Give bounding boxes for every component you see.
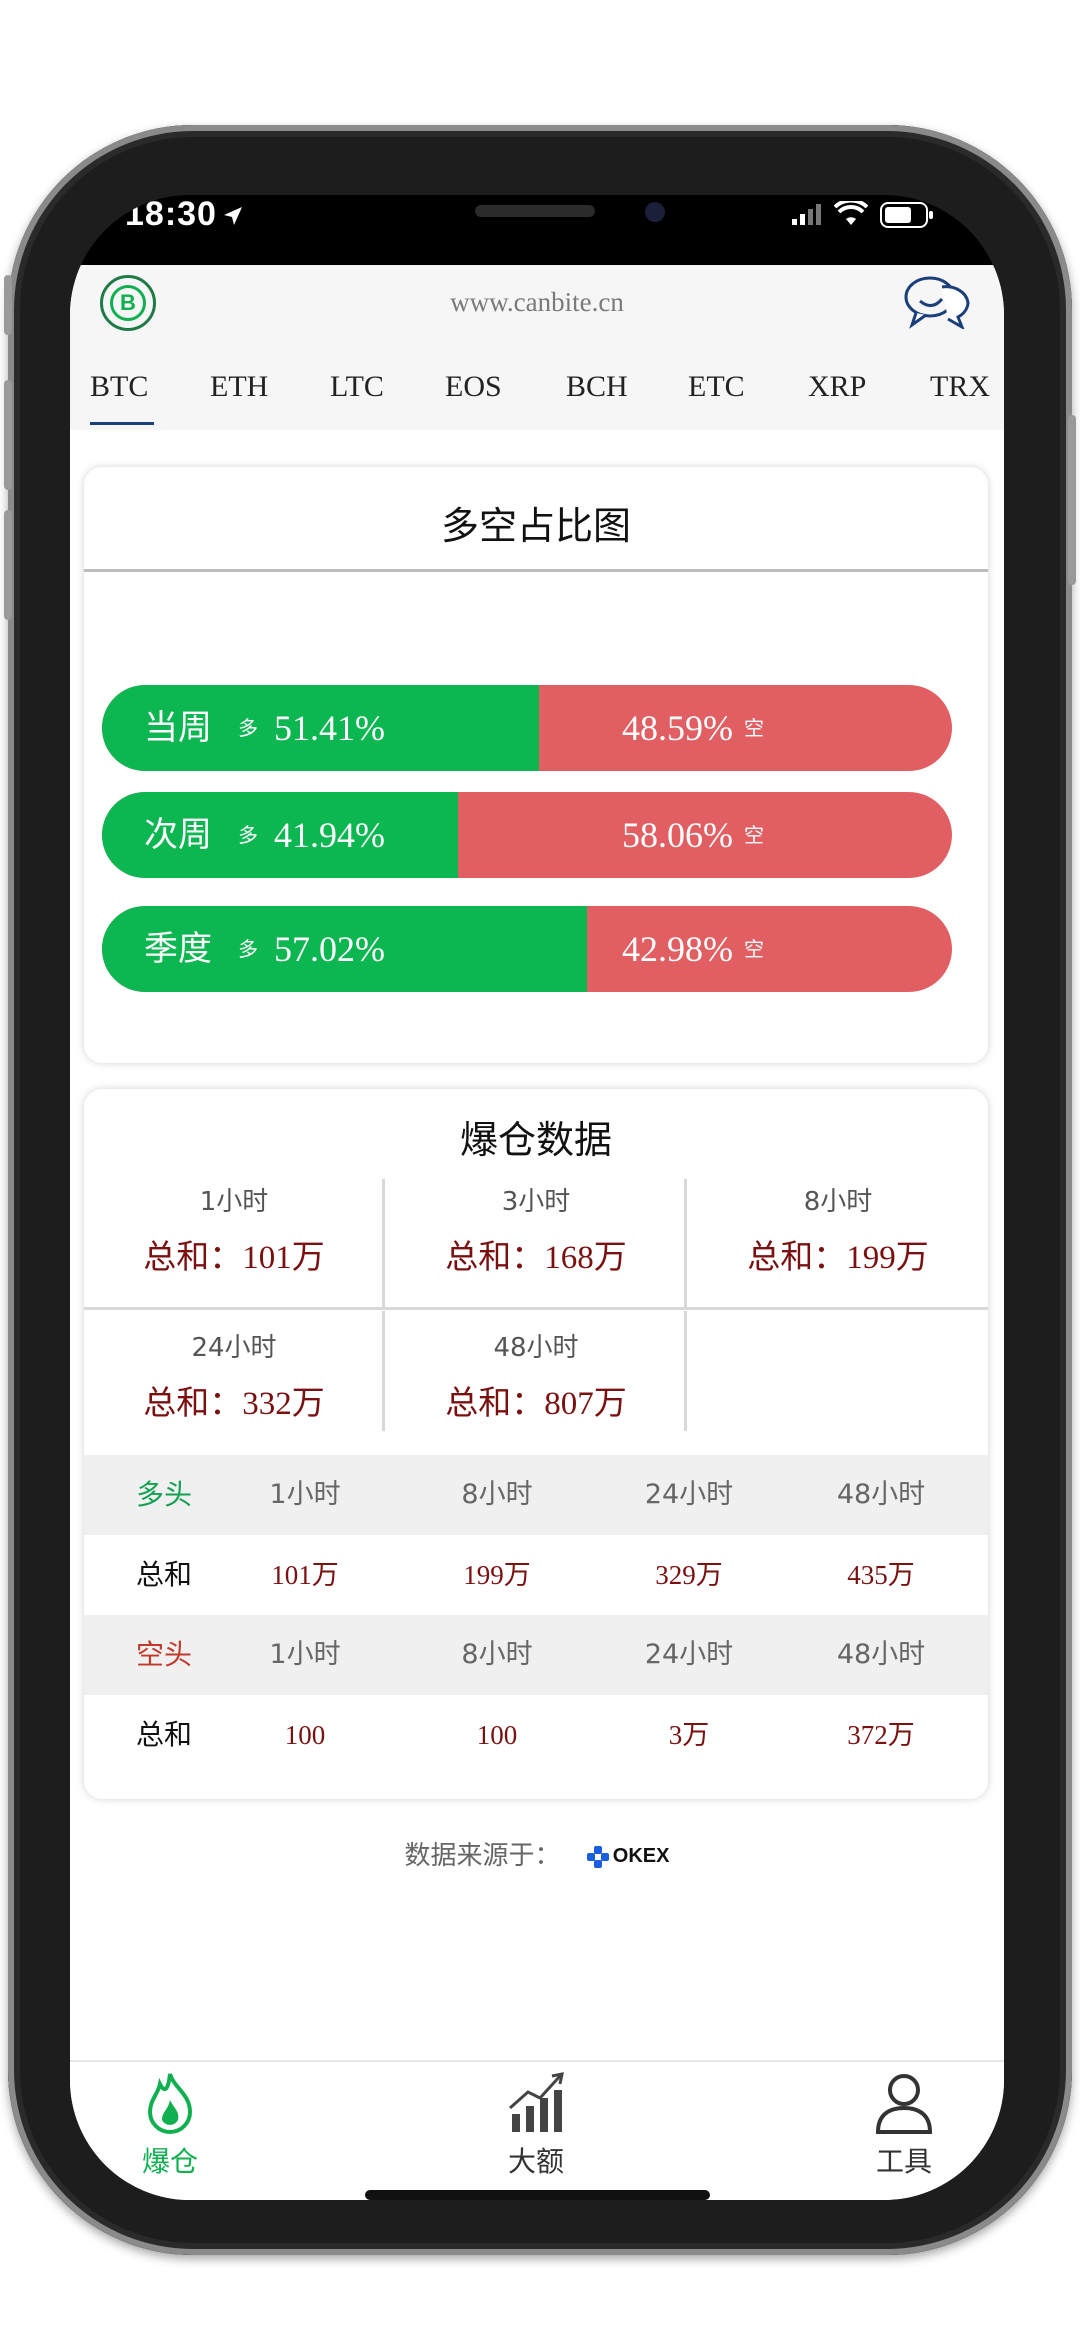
long-mark: 多 (238, 823, 258, 847)
app-logo: B (100, 275, 156, 331)
home-indicator[interactable] (365, 2190, 710, 2200)
phone-screen: 18:30 B www.canbite.cn (70, 195, 1004, 2200)
okex-logo[interactable]: OKEX (586, 1845, 670, 1868)
grid-divider (684, 1311, 687, 1431)
tab-btc[interactable]: BTC (90, 370, 149, 403)
short-mark: 空 (744, 937, 764, 961)
short-mark: 空 (744, 716, 764, 740)
tab-large-orders[interactable]: 大额 (446, 2062, 626, 2200)
data-source: 数据来源于： OKEX (70, 1835, 1004, 1872)
app-content: B www.canbite.cn BTC ETH LTC EOS BCH ETC… (70, 265, 1004, 2200)
liq-cell-8h: 8小时 总和：199万 (747, 1187, 929, 1276)
grid-divider (382, 1311, 385, 1431)
mute-switch (4, 275, 12, 335)
tab-eos[interactable]: EOS (445, 370, 502, 403)
okex-logo-icon (586, 1845, 609, 1868)
liq-cell-48h: 48小时 总和：807万 (445, 1333, 627, 1422)
tab-eth[interactable]: ETH (210, 370, 269, 403)
period-label: 当周 (144, 708, 212, 748)
front-camera (645, 202, 665, 222)
long-values-row: 总和 101万 199万 329万 435万 (84, 1535, 988, 1615)
tab-ltc[interactable]: LTC (330, 370, 384, 403)
ratio-title: 多空占比图 (440, 504, 631, 548)
short-label: 空头 (135, 1638, 192, 1671)
coin-tabs: BTC ETH LTC EOS BCH ETC XRP TRX (70, 350, 1004, 430)
ratio-bar-current-week: 当周 多 51.41% 48.59% 空 (102, 685, 952, 771)
power-button (1068, 415, 1076, 585)
grid-divider (382, 1179, 385, 1309)
user-icon (875, 2074, 933, 2134)
app-header: B www.canbite.cn (70, 265, 1004, 350)
short-values-row: 总和 100 100 3万 372万 (84, 1695, 988, 1775)
period-label: 季度 (144, 929, 212, 969)
short-percent: 42.98% (622, 929, 733, 969)
short-mark: 空 (744, 823, 764, 847)
bar-chart-icon (509, 2072, 564, 2132)
long-header-row: 多头 1小时 8小时 24小时 48小时 (84, 1455, 988, 1535)
flame-icon (147, 2073, 193, 2134)
status-bar: 18:30 (70, 195, 1004, 265)
tab-liquidation[interactable]: 爆仓 (80, 2062, 260, 2200)
okex-brand: OKEX (612, 1845, 670, 1867)
chat-icon[interactable] (902, 273, 972, 329)
tab-tools[interactable]: 工具 (814, 2062, 994, 2200)
liq-cell-24h: 24小时 总和：332万 (143, 1333, 325, 1422)
tab-bch[interactable]: BCH (566, 370, 628, 403)
long-segment (102, 685, 539, 771)
liquidation-card: 爆仓数据 1小时 总和：101万 3小时 总和：168万 8小时 总和：199万… (84, 1089, 988, 1799)
grid-divider (684, 1179, 687, 1309)
short-percent: 58.06% (622, 815, 733, 855)
ratio-bar-next-week: 次周 多 41.94% 58.06% 空 (102, 792, 952, 878)
long-short-ratio-card: 多空占比图 当周 多 51.41% 48.59% 空 次周 多 41.94% 5… (84, 467, 988, 1063)
liq-cell-1h: 1小时 总和：101万 (143, 1187, 325, 1276)
location-arrow-icon (224, 207, 242, 225)
bottom-tab-bar: 爆仓 大额 工具 (70, 2060, 1004, 2200)
long-mark: 多 (238, 716, 258, 740)
volume-down-button (4, 510, 12, 620)
long-segment (102, 906, 587, 992)
earpiece-speaker (475, 205, 595, 217)
total-label: 总和 (135, 1718, 192, 1751)
long-percent: 57.02% (274, 929, 385, 969)
ratio-bar-quarter: 季度 多 57.02% 42.98% 空 (102, 906, 952, 992)
long-label: 多头 (135, 1478, 192, 1511)
source-label: 数据来源于： (404, 1841, 561, 1871)
tab-etc[interactable]: ETC (688, 370, 745, 403)
ratio-divider (84, 569, 988, 572)
tab-xrp[interactable]: XRP (808, 370, 867, 403)
wifi-icon (834, 201, 868, 225)
liq-cell-3h: 3小时 总和：168万 (445, 1187, 627, 1276)
status-time: 18:30 (125, 195, 217, 233)
site-url: www.canbite.cn (450, 287, 624, 317)
liquidation-title: 爆仓数据 (459, 1118, 612, 1162)
long-percent: 51.41% (274, 708, 385, 748)
period-label: 次周 (144, 815, 212, 855)
volume-up-button (4, 380, 12, 490)
total-label: 总和 (135, 1558, 192, 1591)
cellular-signal-icon (792, 204, 821, 225)
short-percent: 48.59% (622, 708, 733, 748)
long-mark: 多 (238, 937, 258, 961)
battery-icon (880, 202, 933, 228)
long-segment (102, 792, 459, 878)
active-tab-indicator (90, 422, 154, 425)
tab-trx[interactable]: TRX (930, 370, 990, 403)
short-header-row: 空头 1小时 8小时 24小时 48小时 (84, 1615, 988, 1695)
long-percent: 41.94% (274, 815, 385, 855)
grid-divider (84, 1307, 988, 1310)
